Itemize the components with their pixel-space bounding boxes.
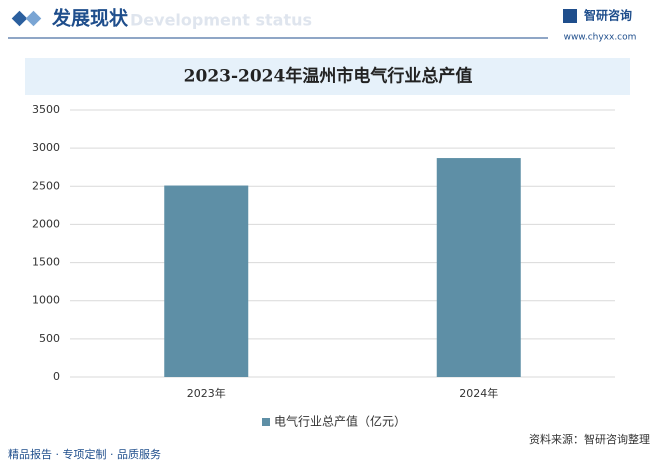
footer-source: 资料来源：智研咨询整理 [529,432,650,446]
legend-swatch [262,418,270,426]
x-tick-label: 2024年 [459,386,498,400]
header-subtitle: Development status [130,11,312,30]
x-tick-label: 2023年 [187,386,226,400]
bar [436,158,521,377]
y-tick-label: 2000 [32,217,60,230]
legend-label: 电气行业总产值（亿元） [274,414,406,429]
plot: 0 500 1000 1500 2000 2500 3000 3500 2023年 2024年电气… [32,103,615,429]
y-tick-label: 3500 [32,103,60,116]
chart-title: 2023-2024年温州市电气行业总产值 [184,66,473,87]
y-tick-label: 1000 [32,294,60,307]
y-tick-label: 2500 [32,179,60,192]
y-tick-label: 0 [53,370,60,383]
y-tick-label: 3000 [32,141,60,154]
y-tick-label: 500 [39,332,60,345]
header-title: 发展现状 [51,7,129,30]
title-band [25,58,630,95]
bar [164,185,249,377]
brand: 智研咨询 [583,8,632,23]
footer-left: 精品报告 · 专项定制 · 品质服务 [8,447,161,461]
site: www.chyxx.com [564,33,637,43]
logo-icon [563,9,577,23]
y-tick-label: 1500 [32,256,60,269]
